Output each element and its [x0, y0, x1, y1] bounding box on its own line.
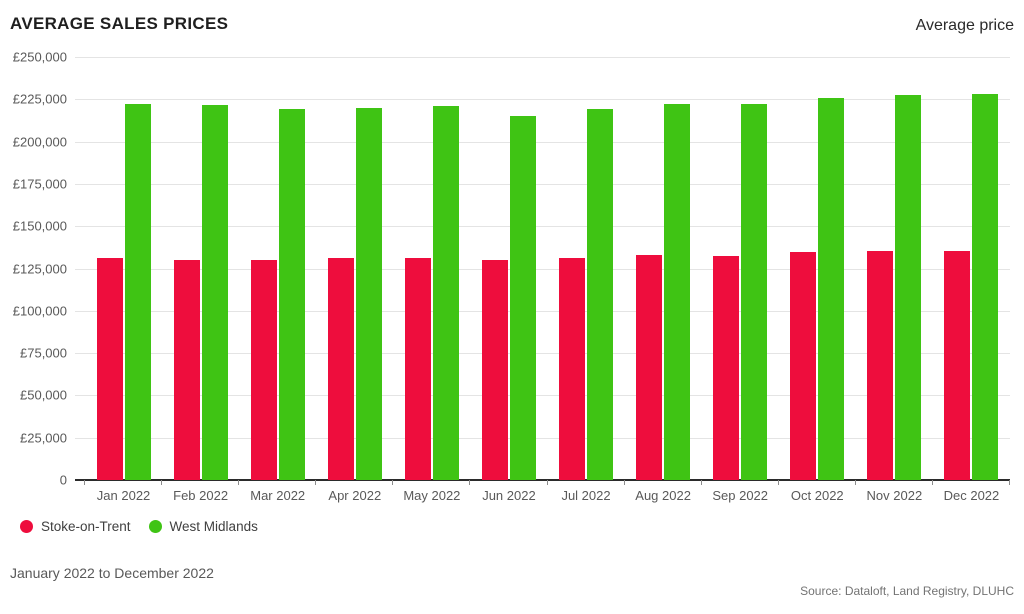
x-axis-label-jan-2022: Jan 2022 — [96, 488, 151, 503]
legend-label-west-midlands: West Midlands — [169, 519, 258, 534]
bar-stoke-on-trent-jun-2022[interactable] — [481, 260, 508, 480]
bar-stoke-on-trent-apr-2022[interactable] — [327, 258, 354, 480]
bar-group-nov-2022: Nov 2022 — [856, 57, 933, 503]
x-axis-label-apr-2022: Apr 2022 — [328, 488, 382, 503]
bar-group-dec-2022: Dec 2022 — [933, 57, 1010, 503]
bar-stoke-on-trent-may-2022[interactable] — [404, 258, 431, 480]
bar-west-midlands-aug-2022[interactable] — [664, 104, 691, 480]
legend-item-west-midlands[interactable]: West Midlands — [148, 519, 258, 534]
y-axis-tick-label: £225,000 — [12, 91, 67, 107]
x-axis-label-oct-2022: Oct 2022 — [790, 488, 844, 503]
bar-west-midlands-jan-2022[interactable] — [124, 104, 151, 480]
legend-swatch-stoke-on-trent — [20, 520, 33, 533]
legend-item-stoke-on-trent[interactable]: Stoke-on-Trent — [20, 519, 131, 534]
gridline — [75, 268, 1010, 270]
bar-west-midlands-feb-2022[interactable] — [201, 105, 228, 480]
gridline — [75, 395, 1010, 397]
gridline — [75, 141, 1010, 143]
bar-stoke-on-trent-jul-2022[interactable] — [559, 258, 586, 480]
x-axis-label-mar-2022: Mar 2022 — [250, 488, 306, 503]
bar-west-midlands-oct-2022[interactable] — [818, 98, 845, 480]
x-axis-tick — [700, 480, 702, 485]
x-axis-tick — [238, 480, 240, 485]
legend-swatch-west-midlands — [148, 520, 162, 533]
gridline — [75, 57, 1010, 58]
y-axis-tick-label: £150,000 — [12, 218, 67, 234]
bar-group-jun-2022: Jun 2022 — [470, 57, 547, 503]
y-axis-tick-label: £25,000 — [20, 430, 67, 446]
y-axis-tick-label: 0 — [59, 472, 67, 488]
x-axis-label-feb-2022: Feb 2022 — [173, 488, 229, 503]
bar-west-midlands-nov-2022[interactable] — [895, 95, 922, 480]
y-axis-tick-label: £250,000 — [12, 49, 67, 65]
bar-west-midlands-dec-2022[interactable] — [972, 94, 999, 480]
bar-west-midlands-jun-2022[interactable] — [509, 116, 536, 480]
bar-stoke-on-trent-feb-2022[interactable] — [173, 260, 200, 480]
y-axis-tick-label: £100,000 — [12, 303, 67, 319]
bar-group-jul-2022: Jul 2022 — [548, 57, 625, 503]
x-axis-tick — [623, 480, 625, 485]
bar-stoke-on-trent-mar-2022[interactable] — [250, 260, 277, 480]
bar-west-midlands-may-2022[interactable] — [432, 106, 459, 480]
gridline — [75, 99, 1010, 101]
period-label: January 2022 to December 2022 — [10, 565, 214, 581]
gridline — [75, 183, 1010, 185]
y-axis-tick-label: £175,000 — [12, 176, 67, 192]
x-axis-tick — [931, 480, 933, 485]
gridline — [75, 226, 1010, 228]
x-axis-label-dec-2022: Dec 2022 — [943, 488, 1000, 503]
bar-west-midlands-apr-2022[interactable] — [355, 107, 382, 480]
x-axis-tick — [161, 480, 163, 485]
bar-group-mar-2022: Mar 2022 — [239, 57, 316, 503]
y-axis-tick-label: £125,000 — [12, 261, 67, 276]
bar-group-aug-2022: Aug 2022 — [625, 57, 702, 503]
gridline — [75, 437, 1010, 439]
bar-stoke-on-trent-nov-2022[interactable] — [867, 250, 894, 480]
x-axis-label-may-2022: May 2022 — [403, 488, 461, 503]
x-axis-tick — [84, 480, 85, 485]
y-axis-tick-label: £200,000 — [12, 134, 67, 150]
bar-stoke-on-trent-jan-2022[interactable] — [96, 258, 123, 480]
x-axis-label-sep-2022: Sep 2022 — [712, 488, 769, 503]
bar-stoke-on-trent-dec-2022[interactable] — [944, 250, 971, 480]
bar-stoke-on-trent-aug-2022[interactable] — [636, 254, 663, 480]
x-axis-label-jul-2022: Jul 2022 — [561, 488, 611, 503]
bar-stoke-on-trent-sep-2022[interactable] — [713, 255, 740, 480]
bar-west-midlands-sep-2022[interactable] — [741, 104, 768, 480]
bar-west-midlands-mar-2022[interactable] — [278, 108, 305, 480]
x-axis-tick — [469, 480, 471, 485]
legend-label-stoke-on-trent: Stoke-on-Trent — [41, 519, 131, 534]
gridline — [75, 353, 1010, 355]
x-axis-tick — [777, 480, 779, 485]
plot-area: £250,000 £225,000 £200,000 £175,000 £150,000… — [13, 50, 1010, 503]
y-axis-tick-label: £75,000 — [20, 345, 67, 361]
x-axis-tick — [392, 480, 394, 485]
bar-group-oct-2022: Oct 2022 — [779, 57, 856, 503]
bar-group-may-2022: May 2022 — [393, 57, 470, 503]
bar-stoke-on-trent-oct-2022[interactable] — [790, 252, 817, 480]
bar-group-jan-2022: Jan 2022 — [85, 57, 162, 503]
x-axis-tick — [854, 480, 856, 485]
bar-group-sep-2022: Sep 2022 — [702, 57, 779, 503]
x-axis-label-aug-2022: Aug 2022 — [635, 488, 691, 503]
legend: Stoke-on-Trent West Midlands — [20, 519, 258, 534]
x-axis-tick — [1009, 480, 1010, 485]
y-axis-tick-label: £50,000 — [20, 387, 67, 403]
bar-group-feb-2022: Feb 2022 — [162, 57, 239, 503]
chart-title: AVERAGE SALES PRICES — [10, 14, 229, 33]
bar-group-apr-2022: Apr 2022 — [316, 57, 393, 503]
x-axis-line — [75, 479, 1010, 481]
gridline — [75, 310, 1010, 312]
x-axis-tick — [546, 480, 548, 485]
x-axis-tick — [315, 480, 317, 485]
bar-west-midlands-jul-2022[interactable] — [587, 108, 614, 480]
source-label: Source: Dataloft, Land Registry, DLUHC — [800, 584, 1014, 598]
x-axis-label-jun-2022: Jun 2022 — [482, 488, 536, 503]
x-axis-label-nov-2022: Nov 2022 — [866, 488, 923, 503]
right-axis-title: Average price — [915, 17, 1014, 34]
